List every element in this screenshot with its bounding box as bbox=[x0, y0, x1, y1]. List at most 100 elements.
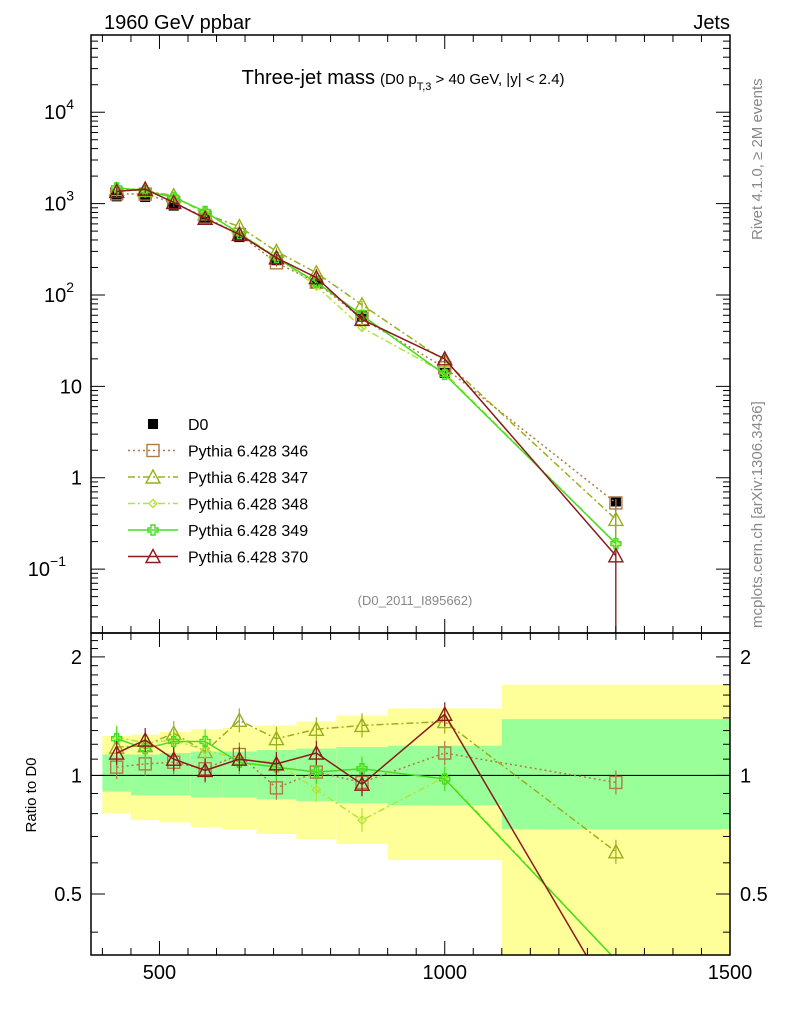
data-point bbox=[607, 547, 625, 563]
legend-label: Pythia 6.428 347 bbox=[188, 470, 308, 487]
ratio-point bbox=[308, 744, 325, 760]
data-point bbox=[137, 180, 154, 196]
chart-subtitle: (D0 pT,3 > 40 GeV, |y| < 2.4) bbox=[380, 71, 565, 93]
legend-entry: Pythia 6.428 346 bbox=[128, 444, 308, 461]
ratio-point bbox=[231, 711, 248, 728]
legend-entry: Pythia 6.428 347 bbox=[128, 468, 308, 487]
legend-entry: Pythia 6.428 370 bbox=[128, 548, 308, 567]
series-line bbox=[116, 187, 617, 545]
series-line bbox=[116, 188, 617, 557]
ratio-point bbox=[607, 843, 625, 859]
ratio-point bbox=[196, 761, 214, 778]
y-tick-exponent: 4 bbox=[66, 96, 74, 112]
data-point bbox=[165, 193, 182, 210]
ratio-point bbox=[168, 735, 180, 748]
ratio-series-line bbox=[116, 752, 617, 789]
legend-entry: Pythia 6.428 348 bbox=[128, 497, 308, 514]
ratio-point bbox=[268, 730, 285, 746]
data-point bbox=[357, 322, 367, 333]
series-pythia-6.428-347 bbox=[108, 180, 625, 633]
series-pythia-6.428-370 bbox=[108, 180, 625, 633]
data-point bbox=[231, 225, 248, 242]
data-point bbox=[110, 182, 123, 194]
ratio-point bbox=[108, 744, 125, 760]
legend-label: Pythia 6.428 370 bbox=[188, 550, 308, 567]
mcplots-source-label: mcplots.cern.ch [arXiv:1306.3436] bbox=[749, 401, 766, 628]
ratio-axes: 500 1000 1500 0.5 0.5 1 1 2 2 bbox=[54, 632, 768, 984]
legend-marker bbox=[144, 548, 162, 564]
ratio-series-pythia-6.428-370 bbox=[108, 702, 587, 955]
data-point bbox=[353, 310, 371, 327]
ratio-point bbox=[438, 746, 452, 760]
ratio-point bbox=[353, 775, 371, 791]
y-tick-label: 103 bbox=[44, 188, 74, 216]
main-frame bbox=[90, 34, 731, 634]
x-tick-label: 500 bbox=[143, 962, 176, 984]
ratio-series-pythia-6.428-349 bbox=[110, 726, 613, 955]
ratio-point bbox=[308, 720, 325, 736]
ratio-point bbox=[439, 773, 451, 785]
data-point bbox=[436, 350, 453, 366]
x-tick-label: 1500 bbox=[708, 962, 753, 984]
y-tick-label: 1 bbox=[71, 468, 82, 490]
data-point bbox=[308, 269, 325, 285]
y-tick-label: 10−1 bbox=[28, 553, 66, 581]
y-tick-exponent: 2 bbox=[66, 279, 74, 295]
y-tick-exponent: 3 bbox=[66, 188, 74, 204]
legend-label: Pythia 6.428 348 bbox=[188, 497, 308, 514]
subscript: T,3 bbox=[417, 81, 432, 93]
y-tick-label: 10 bbox=[60, 376, 82, 398]
ratio-point bbox=[137, 731, 154, 747]
ratio-y-axis-label: Ratio to D0 bbox=[23, 757, 40, 832]
y-tick-label: 102 bbox=[44, 279, 74, 307]
header-process-label: Jets bbox=[693, 12, 730, 34]
series-d0 bbox=[111, 191, 621, 633]
data-point bbox=[610, 537, 622, 550]
legend-label: Pythia 6.428 346 bbox=[188, 444, 308, 461]
ratio-point bbox=[270, 761, 283, 773]
ratio-point bbox=[353, 716, 371, 733]
data-point bbox=[436, 352, 453, 368]
y-tick-exponent: −1 bbox=[50, 553, 66, 569]
series-line bbox=[116, 188, 617, 520]
data-point bbox=[439, 368, 451, 381]
ratio-point bbox=[110, 732, 123, 745]
ratio-y-tick-label-left: 1 bbox=[71, 765, 82, 787]
x-tick-label: 1000 bbox=[422, 962, 467, 984]
ratio-point bbox=[231, 750, 248, 766]
legend-label: D0 bbox=[188, 417, 209, 434]
main-axes: 10−1 1 10 102 103 104 bbox=[28, 34, 731, 634]
data-point bbox=[108, 182, 125, 199]
legend-marker bbox=[146, 443, 160, 458]
data-point bbox=[199, 205, 211, 218]
ratio-point bbox=[200, 745, 211, 756]
main-plot-panel: 10−1 1 10 102 103 104 Three-jet mass (D0 pT,3… bbox=[28, 34, 731, 634]
series-line bbox=[116, 187, 617, 545]
legend-entry: Pythia 6.428 349 bbox=[128, 523, 308, 540]
legend-label: Pythia 6.428 349 bbox=[188, 523, 308, 540]
rivet-version-label: Rivet 4.1.0, ≥ 2M events bbox=[749, 78, 766, 240]
main-series-layer bbox=[108, 180, 625, 633]
ratio-point bbox=[311, 784, 322, 795]
ratio-y-tick-label-right: 1 bbox=[740, 765, 751, 787]
ratio-series-line bbox=[116, 713, 587, 955]
data-point bbox=[607, 510, 625, 527]
ratio-point bbox=[269, 781, 284, 795]
y-tick-label: 104 bbox=[44, 96, 74, 124]
chart-title: Three-jet mass bbox=[242, 67, 375, 89]
ratio-uncertainty-bands bbox=[91, 684, 730, 955]
ratio-y-tick-label-left: 2 bbox=[71, 647, 82, 669]
header-energy-label: 1960 GeV ppbar bbox=[104, 12, 251, 34]
ratio-y-tick-label-right: 0.5 bbox=[740, 884, 768, 906]
ratio-y-tick-label-left: 0.5 bbox=[54, 884, 82, 906]
data-point bbox=[609, 496, 623, 510]
legend-marker bbox=[148, 419, 158, 429]
ratio-series-line bbox=[116, 719, 617, 853]
ratio-point bbox=[436, 705, 453, 721]
data-point bbox=[196, 209, 214, 226]
ratio-point bbox=[199, 735, 211, 748]
ratio-series-line bbox=[116, 737, 613, 955]
legend-marker bbox=[144, 468, 162, 484]
ratio-series-layer bbox=[108, 702, 625, 955]
